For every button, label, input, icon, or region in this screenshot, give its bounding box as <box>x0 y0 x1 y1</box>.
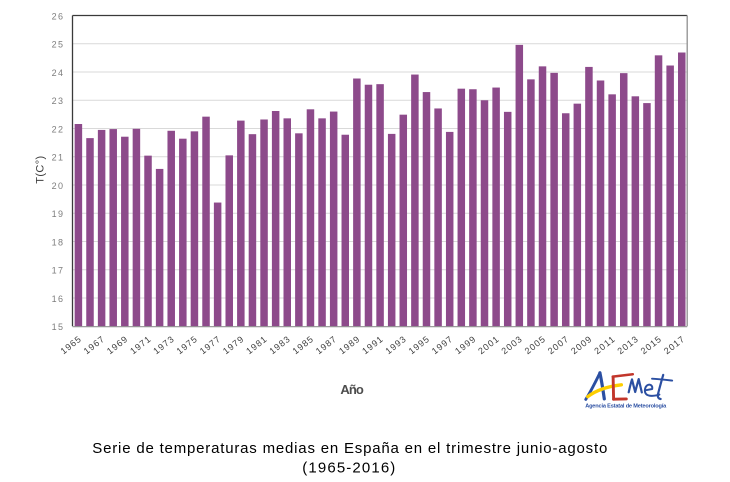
svg-text:17: 17 <box>52 266 63 276</box>
svg-text:Año: Año <box>340 382 364 397</box>
svg-text:16: 16 <box>52 294 63 304</box>
svg-text:Serie de temperaturas medias e: Serie de temperaturas medias en España e… <box>92 440 607 457</box>
svg-text:19: 19 <box>52 209 63 219</box>
svg-text:25: 25 <box>52 40 63 50</box>
svg-text:22: 22 <box>52 124 63 134</box>
svg-text:23: 23 <box>52 96 63 106</box>
svg-text:Agencia Estatal de Meteorologí: Agencia Estatal de Meteorología <box>585 403 667 409</box>
svg-text:26: 26 <box>52 11 63 21</box>
svg-text:18: 18 <box>52 237 63 247</box>
svg-text:24: 24 <box>52 68 63 78</box>
svg-text:21: 21 <box>52 153 63 163</box>
svg-text:(1965-2016): (1965-2016) <box>302 459 395 476</box>
svg-text:T(C°): T(C°) <box>35 156 47 184</box>
svg-text:20: 20 <box>52 181 63 191</box>
svg-text:15: 15 <box>52 322 63 332</box>
